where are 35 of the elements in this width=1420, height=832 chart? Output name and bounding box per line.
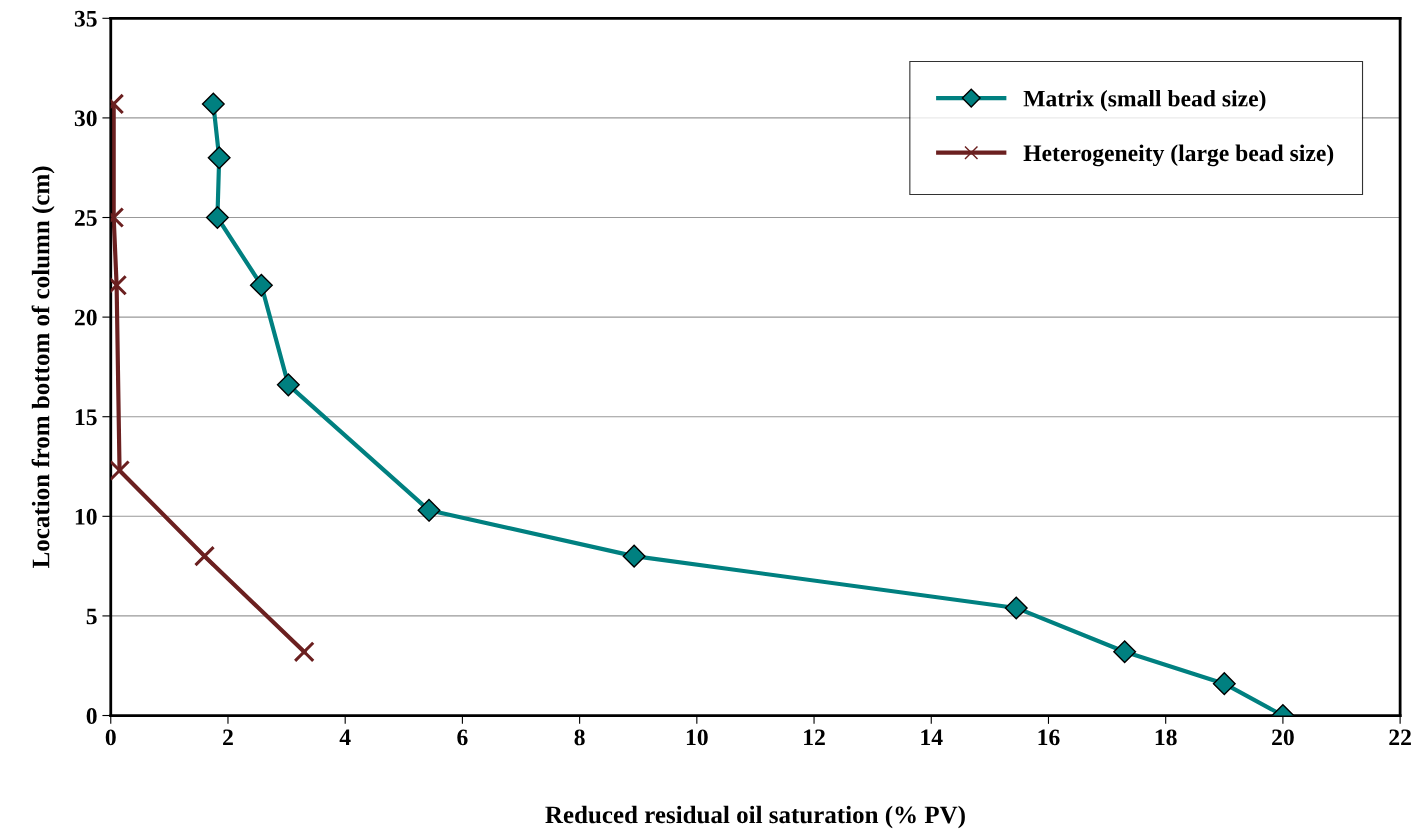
legend-label: Heterogeneity (large bead size) [1023, 144, 1334, 167]
y-tick-label: 15 [75, 409, 97, 426]
point [205, 206, 229, 230]
point [201, 92, 225, 116]
x-axis-title: Reduced residual oil saturation (% PV) [545, 805, 965, 829]
x-tick-label: 10 [686, 729, 708, 746]
point [622, 544, 646, 568]
point [1113, 640, 1137, 664]
x-tick-label: 0 [105, 729, 116, 746]
x-tick-label: 8 [574, 729, 585, 746]
x-tick-label: 4 [339, 729, 351, 746]
y-tick-label: 25 [74, 210, 97, 226]
point [276, 373, 300, 397]
y-tick-label: 20 [74, 309, 97, 326]
point [1212, 672, 1236, 696]
y-tick-label: 35 [74, 10, 97, 27]
point [249, 273, 273, 297]
x-tick-label: 22 [1389, 729, 1411, 746]
point [417, 498, 441, 522]
x-tick-label: 12 [804, 729, 825, 746]
point [207, 146, 231, 170]
x-tick-label: 6 [457, 729, 468, 746]
point [110, 459, 131, 482]
y-tick-label: 5 [86, 608, 97, 625]
x-tick-label: 14 [921, 729, 943, 746]
point [1004, 596, 1028, 620]
legend-label: Matrix (small bead size) [1023, 89, 1266, 112]
x-tick-label: 18 [1155, 729, 1177, 746]
y-tick-label: 10 [75, 508, 97, 525]
x-tick-label: 16 [1038, 729, 1060, 746]
x-tick-label: 2 [223, 729, 233, 746]
y-axis-title: Location from bottom of column (cm) [31, 166, 55, 568]
x-tick-label: 20 [1272, 729, 1294, 746]
y-tick-label: 30 [74, 110, 97, 127]
y-tick-label: 0 [86, 708, 97, 724]
